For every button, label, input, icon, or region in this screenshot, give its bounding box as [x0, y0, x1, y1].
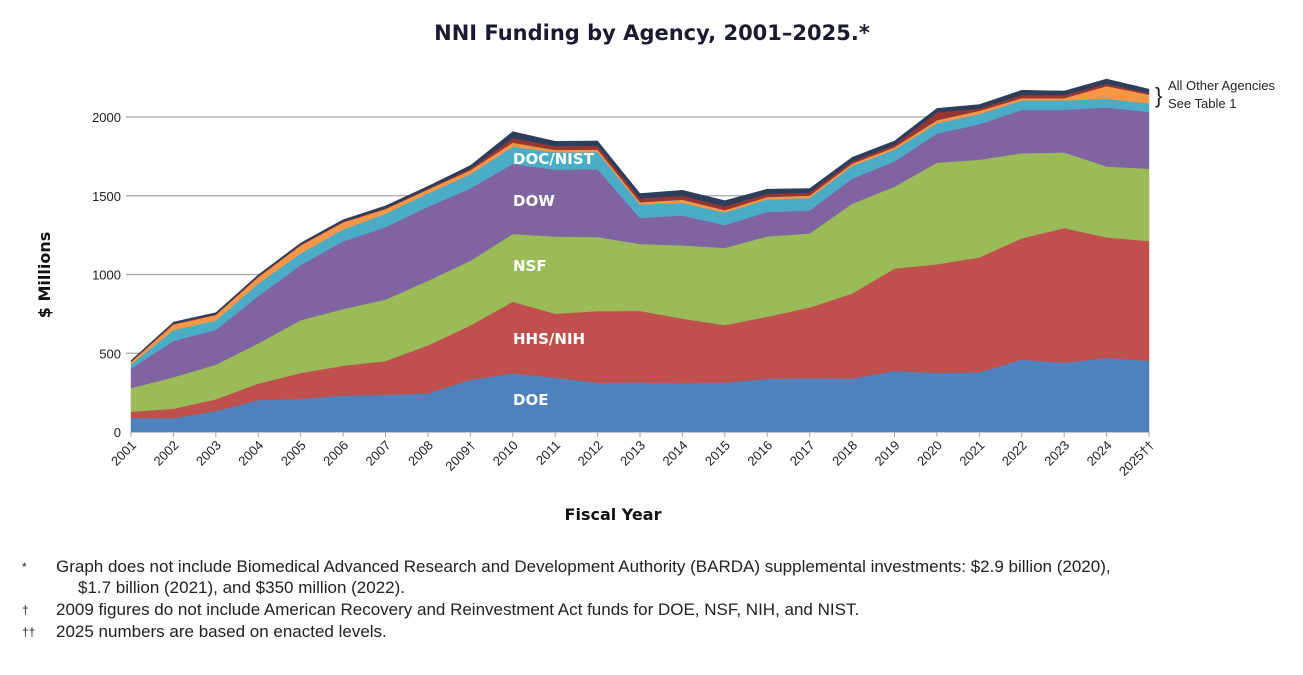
area-label: DOE [513, 391, 548, 409]
stacked-area-chart: NNI Funding by Agency, 2001–2025.* 2001 2… [35, 21, 1275, 524]
x-tick-label: 2022 [999, 438, 1030, 469]
x-tick-label: 2003 [193, 438, 224, 469]
area-label: DOW [513, 192, 555, 210]
x-tick-label: 2009† [442, 438, 478, 474]
y-tick-label: 1000 [92, 268, 121, 283]
x-axis-label: Fiscal Year [565, 505, 662, 524]
footnote-symbol: †† [22, 625, 36, 639]
footnote-text: 2009 figures do not include American Rec… [56, 600, 860, 619]
footnote-text: Graph does not include Biomedical Advanc… [56, 557, 1111, 576]
x-tick-label: 2014 [659, 438, 690, 469]
x-tick-label: 2020 [914, 438, 945, 469]
y-tick-label: 2000 [92, 110, 121, 125]
x-tick-label: 2017 [787, 438, 818, 469]
annotation-line1: All Other Agencies [1168, 78, 1275, 93]
footnote-text: $1.7 billion (2021), and $350 million (2… [78, 578, 405, 597]
x-tick-label: 2005 [278, 438, 309, 469]
x-tick-label: 2007 [363, 438, 394, 469]
area-label: DOC/NIST [513, 150, 595, 168]
x-tick-label: 2012 [575, 438, 606, 469]
x-tick-label: 2021 [956, 438, 987, 469]
x-tick-label: 2006 [320, 438, 351, 469]
annotation-brace: } [1155, 83, 1162, 108]
y-tick-label: 0 [114, 425, 121, 440]
y-tick-label: 1500 [92, 189, 121, 204]
area-label: NSF [513, 257, 547, 275]
x-tick-label: 2015 [702, 438, 733, 469]
x-tick-label: 2001 [108, 438, 139, 469]
annotation-line2: See Table 1 [1168, 96, 1236, 111]
footnote-symbol: * [22, 560, 27, 574]
x-tick-label: 2024 [1084, 438, 1115, 469]
x-tick-label: 2023 [1041, 438, 1072, 469]
x-tick-label: 2002 [150, 438, 181, 469]
chart-title: NNI Funding by Agency, 2001–2025.* [434, 21, 870, 45]
area-series-other-7 [130, 78, 1150, 362]
y-axis-label: $ Millions [35, 232, 54, 318]
area-label: HHS/NIH [513, 330, 585, 348]
x-tick-label: 2008 [405, 438, 436, 469]
x-tick-label: 2011 [533, 438, 563, 468]
y-tick-label: 500 [99, 346, 121, 361]
x-tick-label: 2013 [617, 438, 648, 469]
x-tick-label: 2025†† [1116, 438, 1157, 479]
x-tick-label: 2004 [235, 438, 266, 469]
x-tick-label: 2018 [829, 438, 860, 469]
footnote-symbol: † [22, 603, 29, 617]
footnote-text: 2025 numbers are based on enacted levels… [56, 622, 387, 641]
x-tick-label: 2010 [490, 438, 521, 469]
x-tick-label: 2019 [872, 438, 903, 469]
x-tick-label: 2016 [744, 438, 775, 469]
